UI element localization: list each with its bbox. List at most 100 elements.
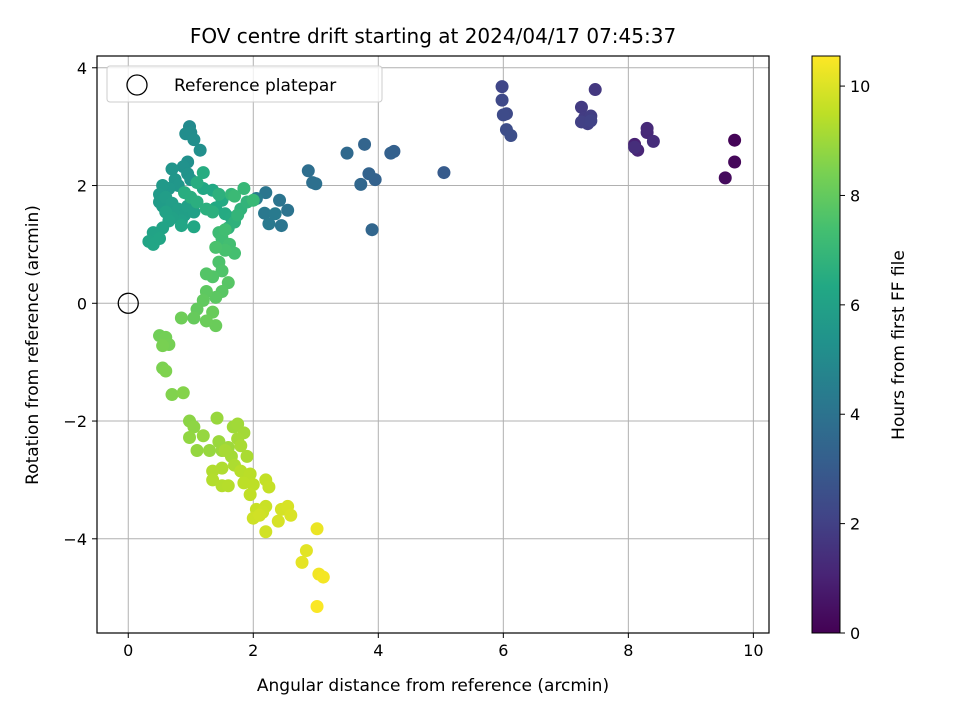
scatter-point xyxy=(165,162,179,176)
scatter-point xyxy=(206,205,220,219)
colorbar-tick-label: 8 xyxy=(850,186,860,205)
scatter-point xyxy=(174,311,188,325)
y-tick-label: 4 xyxy=(77,59,87,78)
scatter-point xyxy=(190,195,204,209)
x-tick-label: 6 xyxy=(498,641,508,660)
scatter-point xyxy=(299,544,313,558)
scatter-point xyxy=(218,223,232,237)
scatter-point xyxy=(281,203,295,217)
scatter-point xyxy=(268,207,282,221)
colorbar-ticks: 0 2 4 6 8 10 xyxy=(840,77,870,643)
scatter-point xyxy=(246,193,260,207)
scatter-point xyxy=(504,128,518,142)
scatter-point xyxy=(301,164,315,178)
scatter-point xyxy=(437,166,451,180)
colorbar-label: Hours from first FF file xyxy=(889,250,909,440)
scatter-point xyxy=(271,514,285,528)
scatter-point xyxy=(187,205,201,219)
reference-marker xyxy=(117,292,139,314)
scatter-point xyxy=(259,186,273,200)
scatter-point xyxy=(284,508,298,522)
y-tick-label: −4 xyxy=(63,530,87,549)
scatter-point xyxy=(199,267,213,281)
scatter-point xyxy=(640,121,654,135)
scatter-point xyxy=(187,311,201,325)
scatter-point xyxy=(190,176,204,190)
y-tick-label: −2 xyxy=(63,412,87,431)
colorbar: 0 2 4 6 8 10 Hours from first FF file xyxy=(811,55,909,643)
scatter-point xyxy=(243,488,257,502)
scatter-point xyxy=(495,80,509,94)
scatter-point xyxy=(174,219,188,233)
scatter-point xyxy=(231,208,245,222)
scatter-point xyxy=(209,290,223,304)
scatter-point xyxy=(588,83,602,97)
scatter-point xyxy=(253,508,267,522)
scatter-point xyxy=(212,187,226,201)
y-tick-label: 2 xyxy=(77,177,87,196)
chart-title: FOV centre drift starting at 2024/04/17 … xyxy=(190,24,676,48)
scatter-point xyxy=(262,217,276,231)
x-axis-ticks: 0 2 4 6 8 10 xyxy=(123,633,764,660)
scatter-point xyxy=(295,555,309,569)
scatter-point xyxy=(584,114,598,128)
scatter-point xyxy=(156,339,170,353)
scatter-point xyxy=(258,206,272,220)
legend-entry-label: Reference platepar xyxy=(174,76,336,96)
scatter-point xyxy=(365,223,379,237)
scatter-point xyxy=(273,193,287,207)
scatter-point xyxy=(274,219,288,233)
scatter-point xyxy=(228,189,242,203)
legend-reference-marker xyxy=(126,74,148,96)
scatter-point xyxy=(187,133,201,147)
scatter-point xyxy=(354,177,368,191)
x-tick-label: 4 xyxy=(373,641,383,660)
scatter-point xyxy=(574,100,588,114)
scatter-point xyxy=(310,600,324,614)
scatter-point xyxy=(218,443,232,457)
scatter-point xyxy=(176,386,190,400)
scatter-point xyxy=(153,232,167,246)
scatter-point xyxy=(196,429,210,443)
colorbar-tick-label: 2 xyxy=(850,515,860,534)
scatter-point xyxy=(190,443,204,457)
scatter-point xyxy=(240,449,254,463)
scatter-point xyxy=(196,166,210,180)
y-axis-label: Rotation from reference (arcmin) xyxy=(23,205,43,485)
scatter-point xyxy=(215,264,229,278)
x-tick-label: 8 xyxy=(623,641,633,660)
y-tick-label: 0 xyxy=(77,294,87,313)
scatter-point xyxy=(237,181,251,195)
colorbar-tick-label: 0 xyxy=(850,624,860,643)
scatter-point xyxy=(209,240,223,254)
colorbar-tick-label: 10 xyxy=(850,77,870,96)
scatter-point xyxy=(362,167,376,181)
scatter-point xyxy=(310,522,324,536)
scatter-point xyxy=(728,133,742,147)
scatter-point xyxy=(183,431,197,445)
scatter-point xyxy=(259,525,273,539)
scatter-point xyxy=(358,137,372,151)
legend-box xyxy=(106,65,383,103)
scatter-point xyxy=(262,480,276,494)
colorbar-gradient xyxy=(811,55,841,634)
reference-point xyxy=(117,292,139,314)
scatter-point xyxy=(728,155,742,169)
colorbar-tick-label: 4 xyxy=(850,405,860,424)
x-tick-label: 0 xyxy=(123,641,133,660)
plot-frame xyxy=(96,55,770,634)
scatter-point xyxy=(495,93,509,107)
scatter-point xyxy=(187,220,201,234)
scatter-point xyxy=(159,364,173,378)
scatter-point xyxy=(246,478,260,492)
scatter-point xyxy=(309,177,323,191)
scatter-point xyxy=(193,143,207,157)
scatter-point xyxy=(646,134,660,148)
scatter-point xyxy=(628,140,642,154)
scatter-point xyxy=(210,411,224,425)
x-axis-label: Angular distance from reference (arcmin) xyxy=(257,676,609,696)
scatter-point xyxy=(165,388,179,402)
scatter-point xyxy=(199,314,213,328)
scatter-point xyxy=(384,146,398,160)
